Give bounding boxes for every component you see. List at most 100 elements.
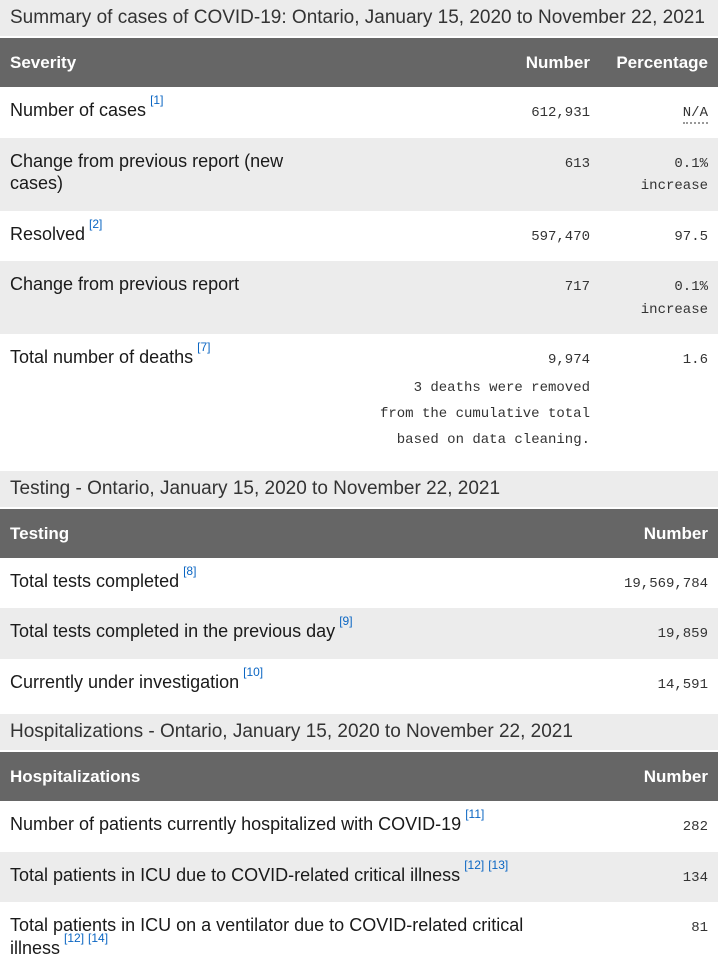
data-cleaning-note: 3 deaths were removed from the cumulative…: [358, 375, 590, 453]
column-header-testing: Testing: [0, 508, 578, 558]
percentage-value: 0.1% increase: [640, 155, 708, 195]
number-value: 612,931: [531, 105, 590, 121]
footnote-link[interactable]: [2]: [89, 216, 103, 231]
row-label: Total patients in ICU on a ventilator du…: [10, 915, 524, 958]
note-line: 3 deaths were removed: [413, 379, 590, 396]
column-header-number: Number: [348, 38, 600, 87]
summary-table: Severity Number Percentage Number of cas…: [0, 38, 718, 466]
row-label-cell: Number of patients currently hospitalize…: [0, 801, 578, 852]
table-row: Total tests completed in the previous da…: [0, 608, 718, 659]
footnote-link[interactable]: [7]: [197, 340, 211, 354]
column-header-number: Number: [578, 752, 718, 801]
footnote-ref: [13]: [488, 858, 508, 872]
percentage-value: 1.6: [682, 352, 708, 368]
testing-section: Testing - Ontario, January 15, 2020 to N…: [0, 470, 718, 710]
table-row: Change from previous report 717 0.1% incre…: [0, 261, 718, 334]
number-cell: 717: [348, 261, 600, 334]
testing-section-title: Testing - Ontario, January 15, 2020 to N…: [0, 470, 718, 507]
footnote-link[interactable]: [10]: [243, 664, 264, 679]
footnote-ref: [8]: [183, 564, 196, 578]
percentage-value: 0.1% increase: [640, 279, 708, 318]
row-label-cell: Total tests completed in the previous da…: [0, 608, 578, 659]
number-value: 282: [682, 819, 708, 835]
number-cell: 597,470: [348, 211, 600, 262]
percentage-cell: 97.5: [600, 211, 718, 262]
table-row: Resolved [2] 597,470 97.5: [0, 211, 718, 262]
testing-header-row: Testing Number: [0, 508, 718, 558]
row-label: Total tests completed in the previous da…: [10, 621, 336, 641]
table-row: Total tests completed [8] 19,569,784: [0, 558, 718, 609]
column-header-hospitalizations: Hospitalizations: [0, 752, 578, 801]
row-label-cell: Change from previous report: [0, 261, 348, 334]
percentage-cell: 1.6: [600, 334, 718, 466]
number-cell: 19,859: [578, 608, 718, 659]
row-label: Currently under investigation: [10, 671, 240, 692]
row-label-cell: Resolved [2]: [0, 211, 348, 262]
table-row: Total patients in ICU due to COVID-relat…: [0, 851, 718, 903]
hospitalizations-section: Hospitalizations - Ontario, January 15, …: [0, 714, 718, 972]
table-row: Total number of deaths [7] 9,974 3 deaths w…: [0, 334, 718, 466]
number-value: 19,569,784: [623, 575, 708, 592]
footnote-link[interactable]: [12]: [464, 857, 485, 872]
hospitalizations-table: Hospitalizations Number Number of patien…: [0, 752, 718, 972]
footnote-link[interactable]: [11]: [465, 807, 485, 821]
row-label-cell: Total patients in ICU on a ventilator du…: [0, 902, 578, 972]
row-label-cell: Change from previous report (new cases): [0, 138, 348, 211]
row-label: Number of patients currently hospitalize…: [10, 814, 462, 834]
column-header-severity: Severity: [0, 38, 348, 87]
row-label-cell: Total patients in ICU due to COVID-relat…: [0, 852, 578, 903]
footnote-link[interactable]: [8]: [183, 563, 197, 578]
summary-header-row: Severity Number Percentage: [0, 38, 718, 87]
number-value: 597,470: [531, 228, 590, 245]
number-cell: 14,591: [578, 659, 718, 710]
footnote-ref: [2]: [89, 217, 102, 231]
column-header-number: Number: [578, 508, 718, 558]
percentage-cell: 0.1% increase: [600, 138, 718, 211]
row-label: Total tests completed: [10, 570, 180, 591]
hospitalizations-section-title: Hospitalizations - Ontario, January 15, …: [0, 714, 718, 750]
footnote-ref: [12]: [464, 858, 484, 872]
row-label: Number of cases: [10, 100, 147, 120]
number-value: 14,591: [657, 676, 708, 693]
row-label: Total number of deaths: [10, 347, 194, 367]
number-cell: 19,569,784: [578, 558, 718, 609]
note-line: from the cumulative total: [379, 405, 590, 422]
row-label-cell: Total tests completed [8]: [0, 558, 578, 609]
table-row: Total patients in ICU on a ventilator du…: [0, 902, 718, 972]
table-row: Currently under investigation [10] 14,591: [0, 659, 718, 710]
number-cell: 613: [348, 138, 600, 211]
row-label: Change from previous report (new cases): [10, 150, 284, 194]
column-header-percentage: Percentage: [600, 38, 718, 87]
number-cell: 282: [578, 801, 718, 852]
note-line: based on data cleaning.: [396, 431, 590, 448]
footnote-ref: [7]: [197, 340, 210, 354]
row-label: Change from previous report: [10, 274, 240, 294]
summary-section-title: Summary of cases of COVID-19: Ontario, J…: [0, 0, 718, 36]
footnote-ref: [11]: [465, 807, 484, 821]
row-label-cell: Currently under investigation [10]: [0, 659, 578, 710]
number-value: 717: [564, 279, 590, 295]
number-value: 9,974: [547, 352, 590, 368]
number-cell: 81: [578, 902, 718, 972]
testing-table: Testing Number Total tests completed [8] 1…: [0, 508, 718, 710]
row-label: Total patients in ICU due to COVID-relat…: [10, 864, 461, 885]
number-cell: 9,974 3 deaths were removed from the cumul…: [348, 334, 600, 466]
footnote-ref: [10]: [243, 665, 263, 679]
footnote-ref: [1]: [150, 93, 163, 107]
row-label-cell: Number of cases [1]: [0, 87, 348, 138]
footnote-link[interactable]: [1]: [150, 93, 164, 107]
number-cell: 612,931: [348, 87, 600, 138]
footnote-link[interactable]: [9]: [339, 614, 353, 628]
footnote-ref: [9]: [339, 614, 352, 628]
row-label-cell: Total number of deaths [7]: [0, 334, 348, 466]
number-cell: 134: [578, 852, 718, 903]
summary-section: Summary of cases of COVID-19: Ontario, J…: [0, 0, 718, 466]
percentage-value: 97.5: [674, 228, 708, 245]
percentage-cell: N/A: [600, 87, 718, 138]
hospitalizations-header-row: Hospitalizations Number: [0, 752, 718, 801]
table-row: Number of cases [1] 612,931 N/A: [0, 87, 718, 138]
footnote-link[interactable]: [13]: [488, 857, 509, 872]
row-label: Resolved: [10, 223, 86, 244]
not-applicable-abbr: N/A: [682, 105, 708, 124]
number-value: 134: [682, 869, 708, 886]
